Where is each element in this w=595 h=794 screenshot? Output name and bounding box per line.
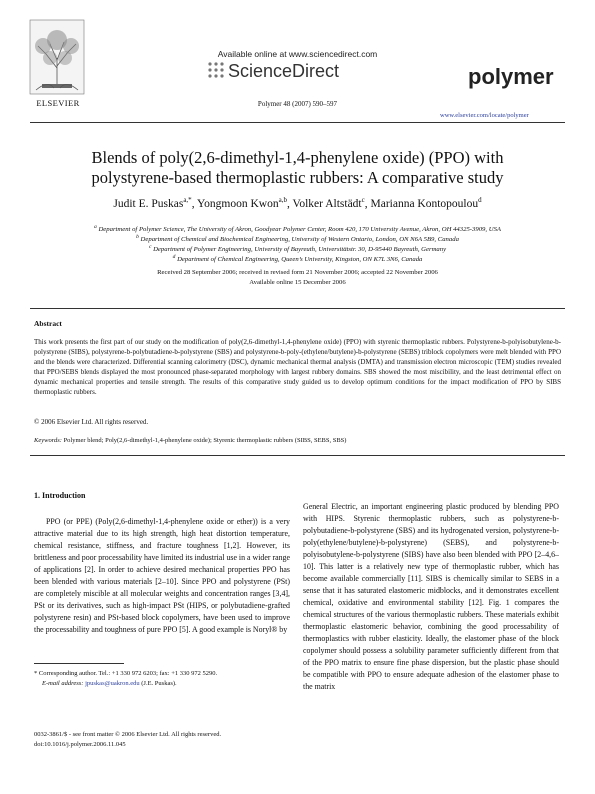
affiliation-text: Department of Polymer Science, The Unive… <box>98 226 501 234</box>
intro-paragraph: PPO (or PPE) (Poly(2,6-dimethyl-1,4-phen… <box>34 517 290 634</box>
abstract-copyright: © 2006 Elsevier Ltd. All rights reserved… <box>34 418 149 426</box>
issn-line: 0032-3861/$ - see front matter © 2006 El… <box>34 731 222 738</box>
intro-right-column: General Electric, an important engineeri… <box>303 501 559 693</box>
email-link[interactable]: jpuskas@uakron.edu <box>85 680 140 687</box>
affiliation: a Department of Polymer Science, The Uni… <box>40 222 555 235</box>
sciencedirect-brand: ScienceDirect <box>228 61 340 81</box>
title-line-1: Blends of poly(2,6-dimethyl-1,4-phenylen… <box>91 148 504 167</box>
author-list: Judit E. Puskasa,*, Yongmoon Kwona,b, Vo… <box>113 196 482 210</box>
title-line-2: polystyrene-based thermoplastic rubbers:… <box>91 168 504 187</box>
available-online-text: Available online at www.sciencedirect.co… <box>217 49 378 59</box>
author-affil-sup[interactable]: a,* <box>183 196 192 204</box>
doi-link[interactable]: doi:10.1016/j.polymer.2006.11.045 <box>34 741 126 748</box>
journal-url-link[interactable]: www.elsevier.com/locate/polymer <box>440 112 529 119</box>
abstract-top-rule <box>30 308 565 309</box>
email-suffix: (J.E. Puskas). <box>141 680 177 687</box>
corresponding-author-note: * Corresponding author. Tel.: +1 330 972… <box>34 670 218 677</box>
intro-left-column: PPO (or PPE) (Poly(2,6-dimethyl-1,4-phen… <box>34 516 290 636</box>
section-heading-introduction: 1. Introduction <box>34 491 86 500</box>
abstract-bottom-rule <box>30 455 565 456</box>
author-name: Yongmoon Kwon <box>197 197 279 210</box>
received-dates: Received 28 September 2006; received in … <box>157 269 438 276</box>
affiliation-text: Department of Polymer Engineering, Unive… <box>153 246 447 254</box>
article-title: Blends of poly(2,6-dimethyl-1,4-phenylen… <box>40 148 555 188</box>
affiliation-sup: d <box>172 254 176 260</box>
email-label: E-mail address: <box>42 680 84 687</box>
publisher-logo-text: ELSEVIER <box>36 98 80 108</box>
journal-reference: Polymer 48 (2007) 590–597 <box>257 100 338 108</box>
affiliation: d Department of Chemical Engineering, Qu… <box>40 252 555 265</box>
author-affil-sup[interactable]: c <box>361 196 365 204</box>
available-online-date: Available online 15 December 2006 <box>249 279 346 286</box>
sciencedirect-dots-icon <box>208 62 224 78</box>
author-affil-sup[interactable]: d <box>478 196 482 204</box>
email-note: E-mail address: jpuskas@uakron.edu (J.E.… <box>42 679 298 688</box>
affiliation-sup: b <box>136 234 139 240</box>
journal-name: polymer <box>468 64 554 89</box>
author-name: Judit E. Puskas <box>113 197 184 210</box>
footnote-rule <box>34 663 124 664</box>
abstract-body: This work presents the first part of our… <box>34 338 561 397</box>
abstract-heading: Abstract <box>34 319 62 328</box>
author-name: Volker Altstädt <box>292 197 362 210</box>
elsevier-tree-logo <box>29 19 85 95</box>
keywords: Keywords: Polymer blend; Poly(2,6-dimeth… <box>34 437 346 444</box>
affiliation-text: Department of Chemical Engineering, Quee… <box>177 256 423 264</box>
affiliation-sup: c <box>148 244 152 250</box>
author-name: Marianna Kontopoulou <box>370 197 479 210</box>
affiliation-sup: a <box>94 224 97 230</box>
keywords-list: Polymer blend; Poly(2,6-dimethyl-1,4-phe… <box>63 437 347 444</box>
header-rule <box>30 122 565 123</box>
keywords-label: Keywords: <box>34 437 62 444</box>
affiliation: c Department of Polymer Engineering, Uni… <box>40 242 555 255</box>
intro-paragraph: General Electric, an important engineeri… <box>303 502 559 691</box>
affiliation: b Department of Chemical and Biochemical… <box>40 232 555 245</box>
author-affil-sup[interactable]: a,b <box>278 196 287 204</box>
affiliation-text: Department of Chemical and Biochemical E… <box>140 236 459 244</box>
